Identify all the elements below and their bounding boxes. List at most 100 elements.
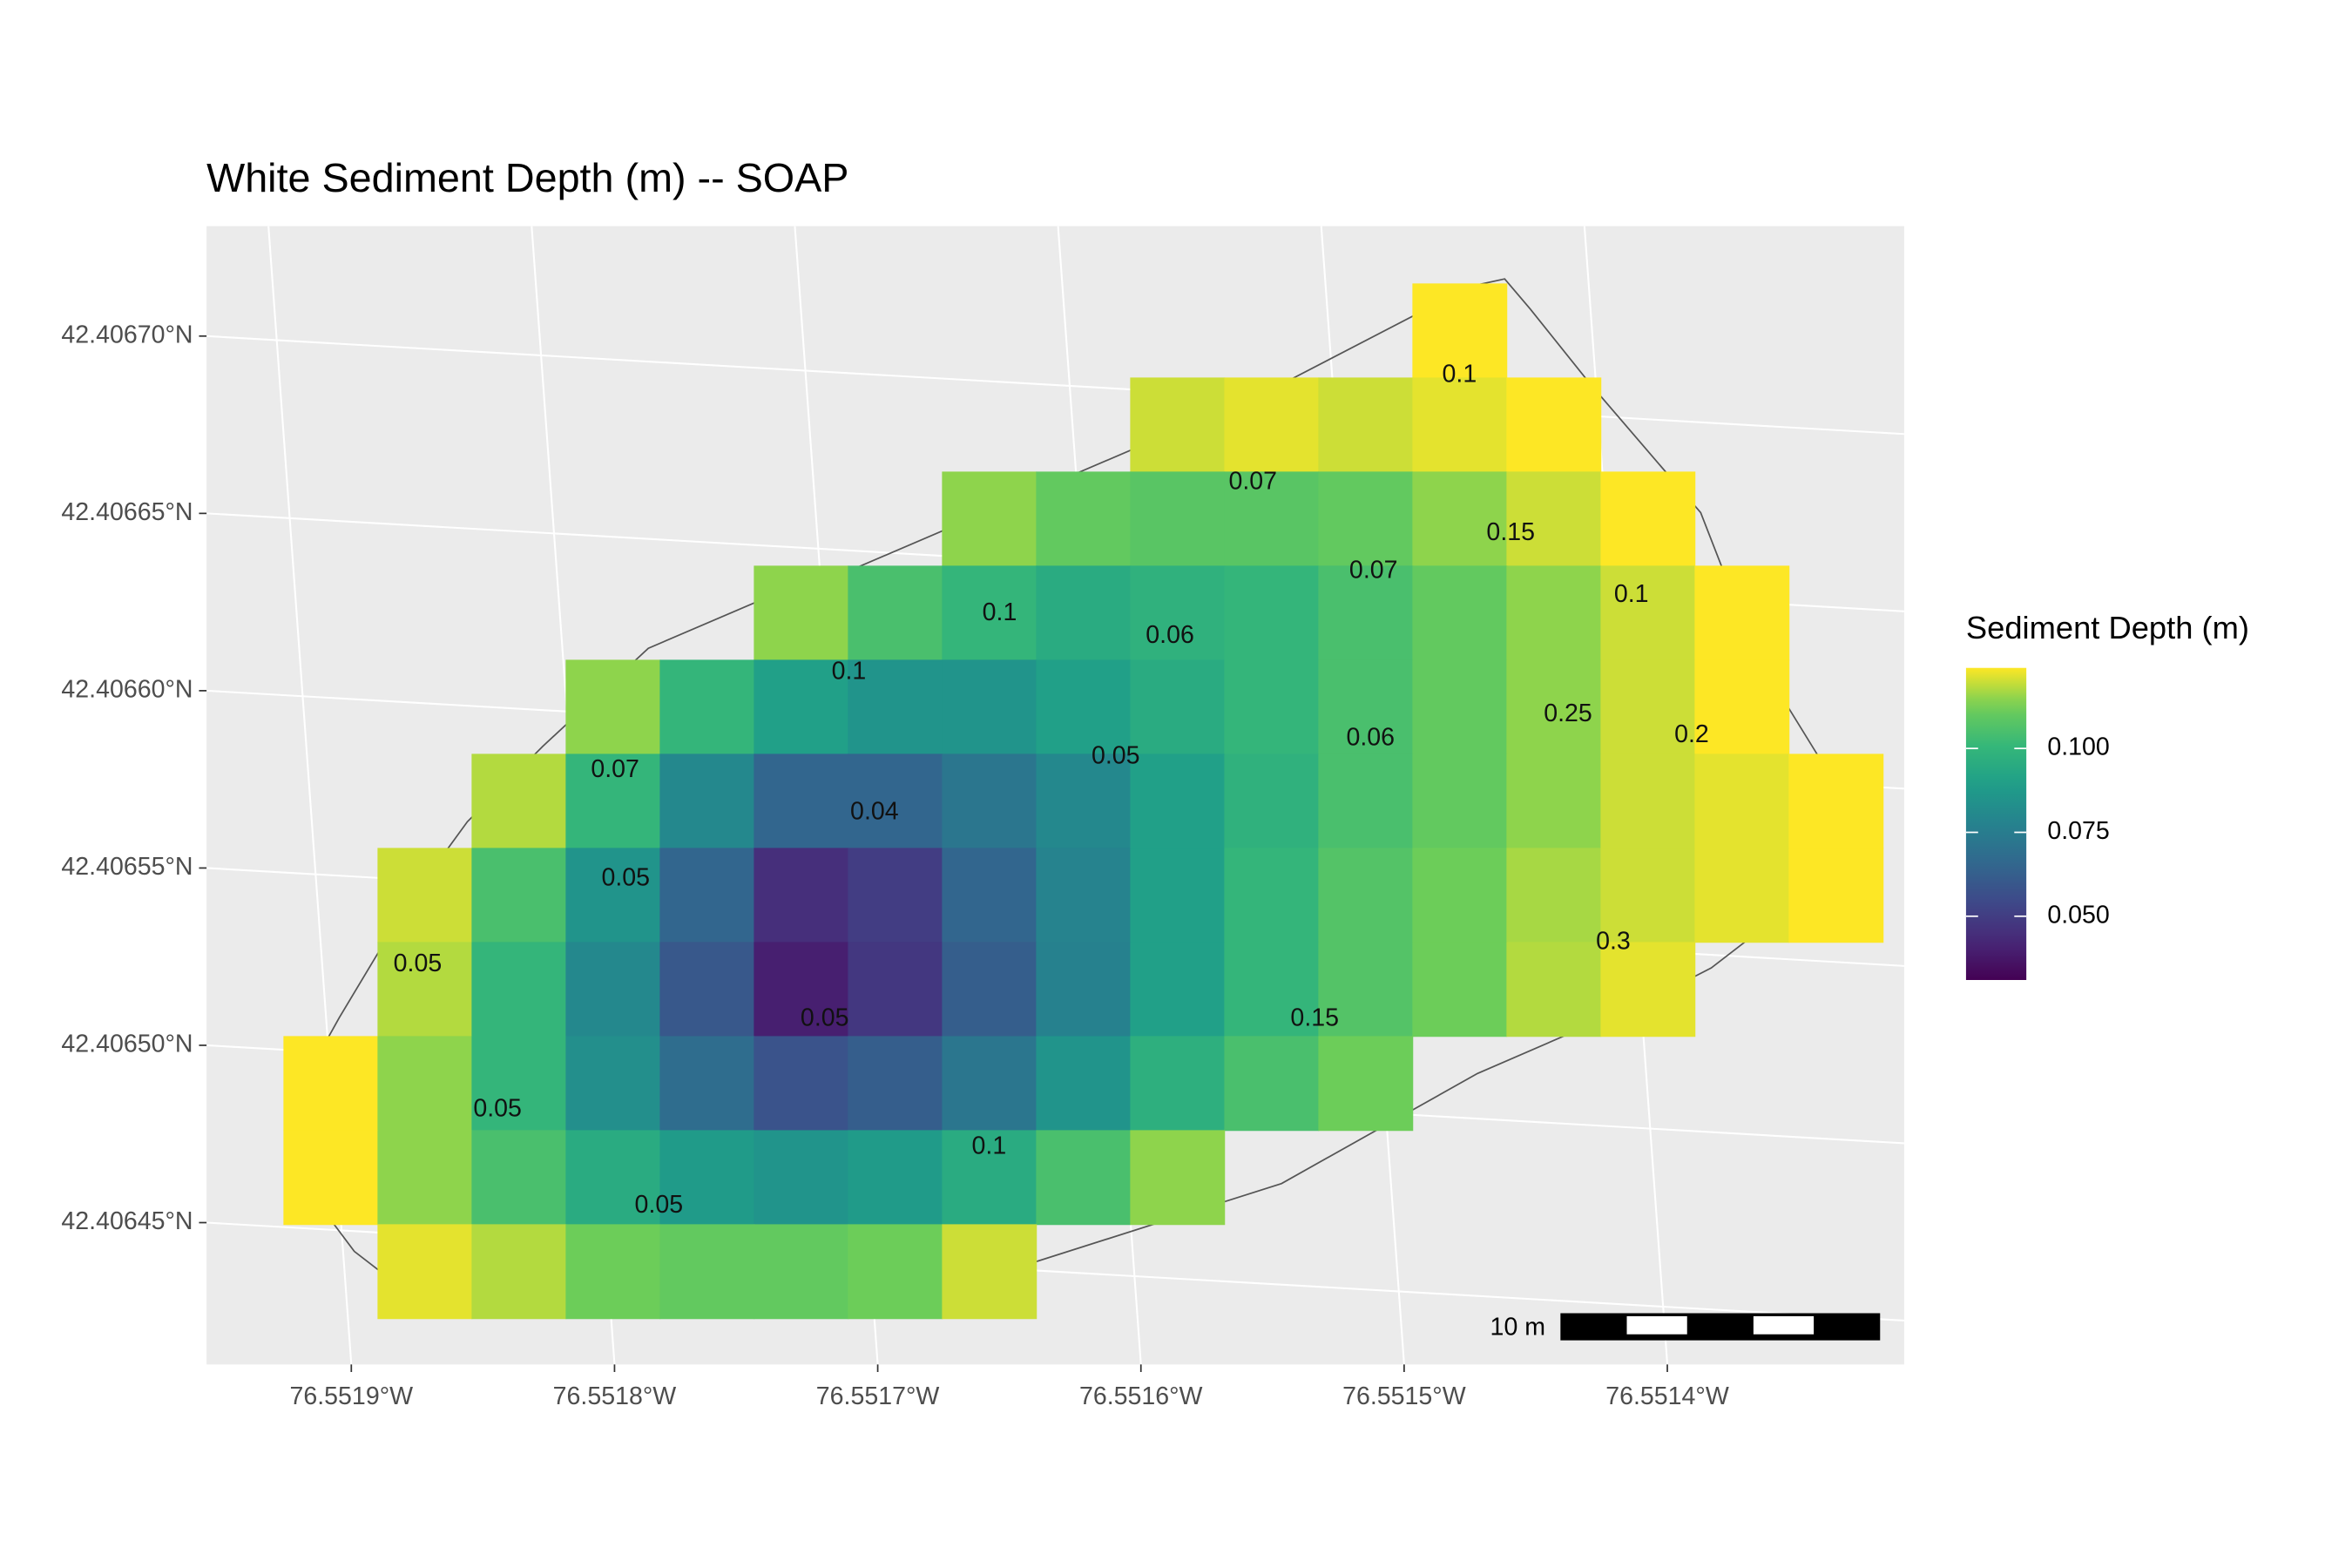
point-label: 0.05 — [635, 1191, 684, 1219]
raster-cell — [1506, 471, 1602, 567]
raster-cell — [848, 659, 943, 755]
raster-cell — [471, 1036, 567, 1132]
raster-cell — [1506, 754, 1602, 849]
raster-cell — [377, 1224, 473, 1320]
raster-cell — [942, 848, 1037, 943]
point-label: 0.1 — [832, 657, 867, 685]
raster-cell — [283, 1036, 379, 1132]
scale-bar-segment — [1753, 1315, 1815, 1335]
raster-cell — [848, 1036, 943, 1132]
point-labels: 0.1 0.07 0.15 0.07 0.1 0.1 0.06 0.1 0.25… — [394, 361, 1709, 1220]
raster-cell — [1224, 565, 1320, 661]
point-label: 0.05 — [473, 1094, 522, 1122]
x-tick-label: 76.5518°W — [553, 1382, 677, 1410]
raster-cell — [1130, 1036, 1226, 1132]
raster-cell — [1130, 377, 1226, 473]
raster-cell — [1318, 471, 1414, 567]
raster-cell — [942, 1130, 1037, 1226]
raster-cell — [1412, 848, 1508, 943]
raster-cell — [1036, 754, 1132, 849]
raster-cell — [565, 754, 661, 849]
raster-cell — [754, 848, 849, 943]
y-tick-label: 42.40655°N — [61, 853, 193, 881]
point-label: 0.06 — [1346, 724, 1395, 752]
raster-cell — [1224, 471, 1320, 567]
raster-cell — [1318, 565, 1414, 661]
raster-cell — [1600, 848, 1696, 943]
point-label: 0.06 — [1146, 621, 1194, 649]
raster-cell — [471, 1224, 567, 1320]
raster-cell — [848, 942, 943, 1037]
raster-cell — [377, 942, 473, 1037]
raster-cell — [659, 942, 755, 1037]
raster — [283, 283, 1884, 1320]
raster-cell — [565, 1224, 661, 1320]
raster-cell — [377, 1130, 473, 1226]
raster-cell — [1036, 848, 1132, 943]
raster-cell — [377, 1036, 473, 1132]
raster-cell — [471, 754, 567, 849]
raster-cell — [1224, 1036, 1320, 1132]
raster-cell — [659, 1130, 755, 1226]
raster-cell — [659, 1036, 755, 1132]
raster-cell — [942, 942, 1037, 1037]
raster-cell — [1788, 754, 1884, 849]
raster-cell — [1600, 942, 1696, 1037]
raster-cell — [1600, 565, 1696, 661]
y-tick-label: 42.40650°N — [61, 1031, 193, 1058]
raster-cell — [659, 659, 755, 755]
raster-cell — [1130, 471, 1226, 567]
raster-cell — [471, 1130, 567, 1226]
raster-cell — [1318, 942, 1414, 1037]
raster-cell — [1036, 1036, 1132, 1132]
raster-cell — [565, 659, 661, 755]
raster-cell — [565, 848, 661, 943]
point-label: 0.1 — [983, 598, 1017, 626]
raster-cell — [1412, 754, 1508, 849]
raster-cell — [754, 1224, 849, 1320]
y-tick-label: 42.40645°N — [61, 1207, 193, 1235]
legend-tick-label: 0.050 — [2047, 901, 2109, 929]
raster-cell — [659, 848, 755, 943]
raster-cell — [283, 1130, 379, 1226]
raster-cell — [1412, 377, 1508, 473]
raster-cell — [1318, 754, 1414, 849]
point-label: 0.1 — [1614, 580, 1649, 608]
raster-cell — [1036, 659, 1132, 755]
x-tick-label: 76.5519°W — [290, 1382, 414, 1410]
raster-cell — [1600, 471, 1696, 567]
raster-cell — [1130, 848, 1226, 943]
raster-cell — [1600, 659, 1696, 755]
raster-cell — [1318, 1036, 1414, 1132]
raster-cell — [1694, 848, 1790, 943]
raster-cell — [1224, 659, 1320, 755]
grid-line — [206, 335, 1904, 436]
x-tick-label: 76.5516°W — [1079, 1382, 1203, 1410]
point-label: 0.05 — [1092, 741, 1140, 769]
point-label: 0.07 — [591, 755, 639, 783]
raster-cell — [1224, 942, 1320, 1037]
point-label: 0.3 — [1596, 927, 1631, 955]
point-label: 0.05 — [801, 1004, 849, 1032]
point-label: 0.2 — [1674, 720, 1709, 748]
raster-cell — [377, 848, 473, 943]
raster-cell — [1224, 377, 1320, 473]
point-label: 0.1 — [1443, 361, 1477, 389]
raster-cell — [848, 848, 943, 943]
raster-cell — [848, 754, 943, 849]
x-tick-label: 76.5515°W — [1342, 1382, 1466, 1410]
point-label: 0.15 — [1486, 518, 1535, 546]
x-tick-label: 76.5514°W — [1605, 1382, 1729, 1410]
raster-cell — [754, 565, 849, 661]
raster-cell — [848, 565, 943, 661]
raster-cell — [1506, 942, 1602, 1037]
raster-cell — [1318, 377, 1414, 473]
raster-cell — [565, 942, 661, 1037]
raster-cell — [1130, 565, 1226, 661]
raster-cell — [1506, 377, 1602, 473]
x-tick-label: 76.5517°W — [816, 1382, 940, 1410]
point-label: 0.04 — [850, 797, 899, 825]
colorbar — [1965, 667, 2027, 980]
raster-cell — [1600, 754, 1696, 849]
